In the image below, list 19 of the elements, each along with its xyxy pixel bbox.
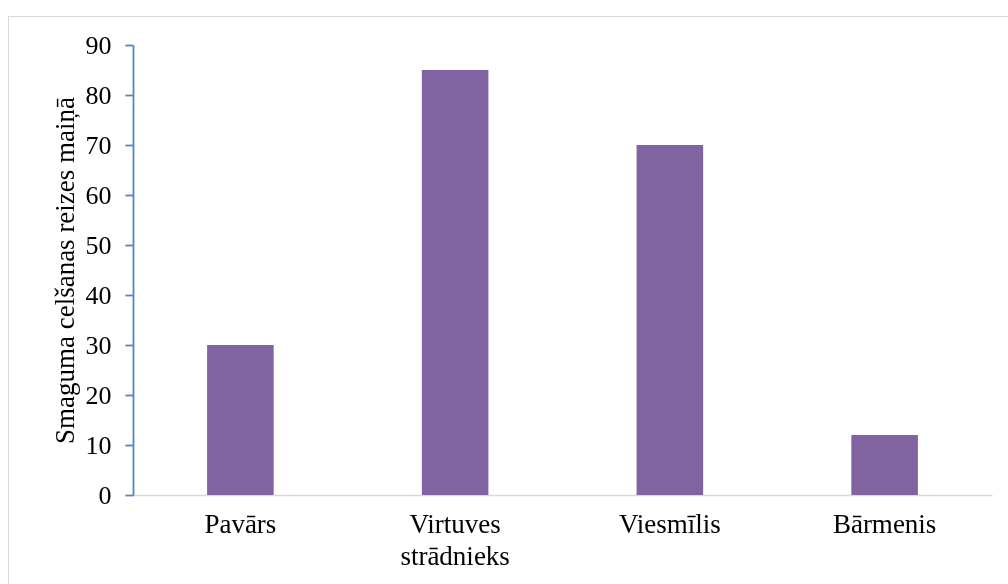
y-tick-label: 40	[85, 280, 112, 310]
y-tick-label: 70	[85, 130, 112, 160]
x-tick-label: Pavārs	[204, 508, 277, 539]
y-tick-label: 80	[85, 80, 112, 110]
y-tick-label: 10	[85, 430, 112, 460]
bar	[207, 345, 274, 495]
y-tick-label: 20	[85, 380, 112, 410]
y-axis-title: Smaguma celšanas reizes maiņā	[49, 96, 80, 445]
y-tick-label: 90	[85, 30, 112, 60]
x-tick-label: Viesmīlis	[618, 508, 721, 539]
bar	[636, 145, 704, 495]
y-tick-label: 30	[85, 330, 112, 360]
bar	[421, 70, 489, 495]
x-tick-label: Bārmenis	[832, 508, 937, 539]
x-tick-label: Virtuves strādnieks	[400, 508, 510, 571]
y-tick-label: 0	[98, 480, 112, 510]
y-tick-label: 50	[85, 230, 112, 260]
y-tick-label: 60	[85, 180, 112, 210]
bar	[851, 435, 918, 495]
